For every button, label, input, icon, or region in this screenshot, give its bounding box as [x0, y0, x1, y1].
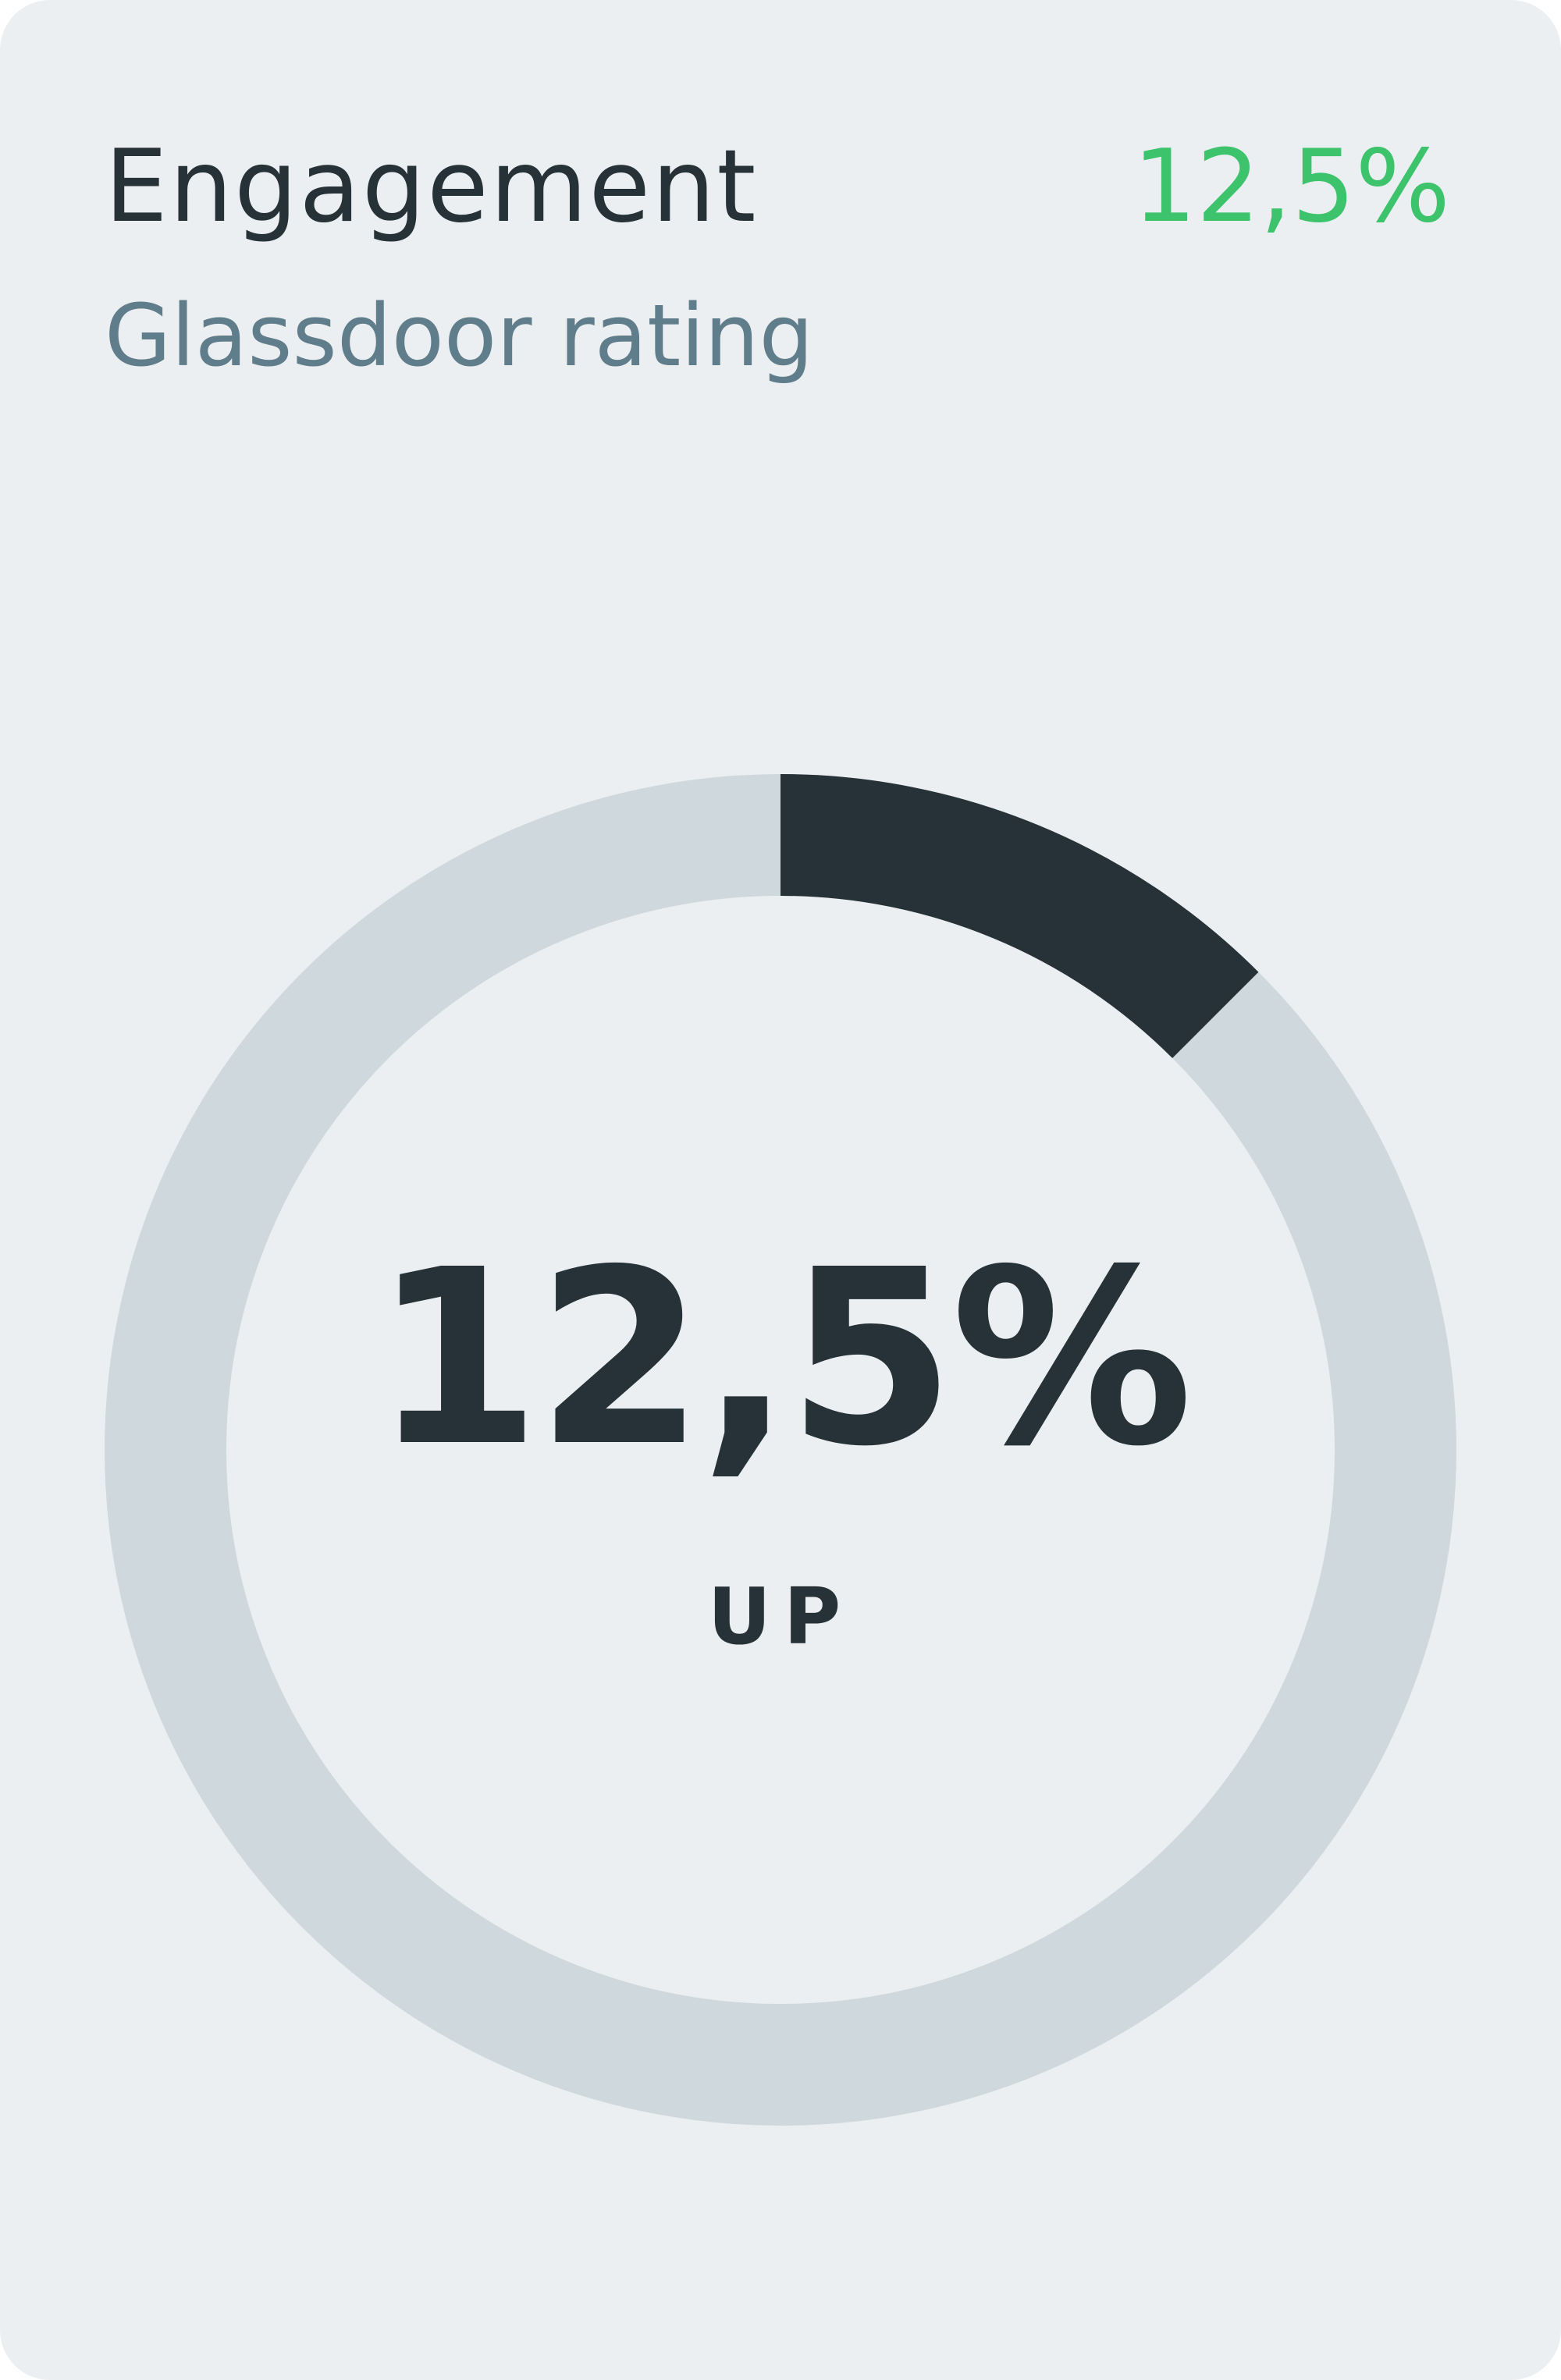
progress-ring-fill	[105, 774, 1456, 2126]
delta-value: 12,5%	[1133, 129, 1450, 245]
gauge-status-label: UP	[707, 1571, 854, 1662]
card-subtitle: Glassdoor rating	[105, 286, 814, 385]
progress-ring: 12,5% UP	[105, 774, 1456, 2126]
progress-ring-svg	[105, 774, 1456, 2126]
card-title: Engagement	[105, 129, 758, 245]
gauge-value: 12,5%	[372, 1218, 1193, 1500]
